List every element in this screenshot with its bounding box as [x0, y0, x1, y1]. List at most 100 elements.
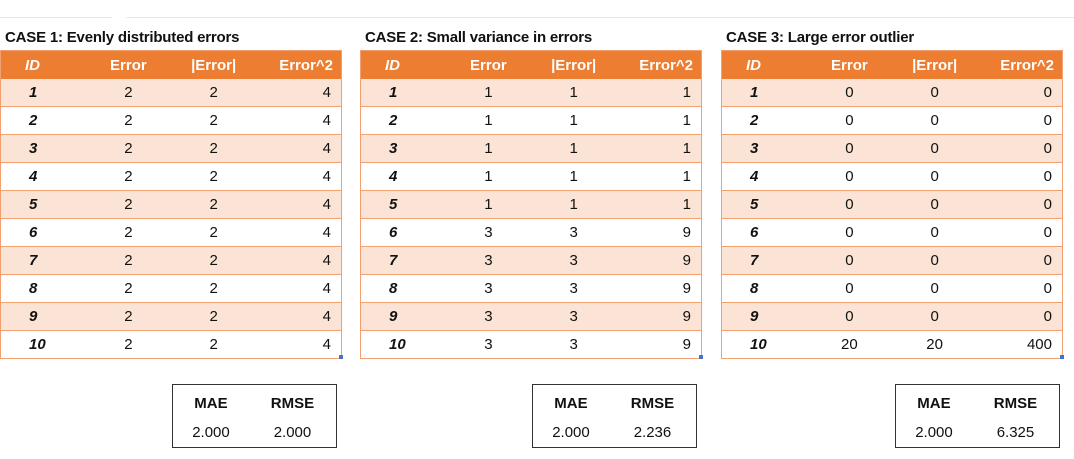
header-id[interactable]: ID — [0, 50, 86, 79]
abs-error-cell[interactable]: 2 — [171, 190, 257, 219]
id-cell[interactable]: 5 — [360, 190, 446, 219]
error-squared-cell[interactable]: 9 — [616, 218, 702, 247]
header-error[interactable]: Error — [806, 50, 892, 79]
header-error[interactable]: Error — [85, 50, 171, 79]
abs-error-cell[interactable]: 2 — [171, 162, 257, 191]
abs-error-cell[interactable]: 1 — [531, 106, 617, 135]
abs-error-cell[interactable]: 3 — [531, 274, 617, 303]
error-squared-cell[interactable]: 4 — [256, 79, 342, 107]
error-cell[interactable]: 2 — [85, 302, 171, 331]
id-cell[interactable]: 7 — [0, 246, 86, 275]
error-cell[interactable]: 2 — [85, 162, 171, 191]
error-cell[interactable]: 2 — [85, 274, 171, 303]
id-cell[interactable]: 2 — [0, 106, 86, 135]
abs-error-cell[interactable]: 0 — [892, 274, 978, 303]
error-cell[interactable]: 0 — [806, 190, 892, 219]
abs-error-cell[interactable]: 0 — [892, 79, 978, 107]
mae-value[interactable]: 2.000 — [552, 423, 590, 441]
rmse-value[interactable]: 6.325 — [996, 423, 1035, 441]
id-cell[interactable]: 10 — [360, 330, 446, 359]
abs-error-cell[interactable]: 2 — [171, 134, 257, 163]
error-squared-cell[interactable]: 9 — [616, 302, 702, 331]
error-cell[interactable]: 1 — [445, 79, 531, 107]
error-squared-cell[interactable]: 4 — [256, 190, 342, 219]
error-cell[interactable]: 2 — [85, 330, 171, 359]
abs-error-cell[interactable]: 20 — [892, 330, 978, 359]
abs-error-cell[interactable]: 3 — [531, 330, 617, 359]
abs-error-cell[interactable]: 1 — [531, 162, 617, 191]
id-cell[interactable]: 6 — [0, 218, 86, 247]
header-error-squared[interactable]: Error^2 — [977, 50, 1063, 79]
case-1-resize-handle[interactable] — [339, 355, 343, 359]
abs-error-cell[interactable]: 2 — [171, 218, 257, 247]
abs-error-cell[interactable]: 0 — [892, 302, 978, 331]
rmse-value[interactable]: 2.236 — [633, 423, 672, 441]
header-error[interactable]: Error — [445, 50, 531, 79]
error-squared-cell[interactable]: 4 — [256, 106, 342, 135]
abs-error-cell[interactable]: 0 — [892, 218, 978, 247]
abs-error-cell[interactable]: 2 — [171, 330, 257, 359]
error-cell[interactable]: 20 — [806, 330, 892, 359]
error-cell[interactable]: 2 — [85, 218, 171, 247]
id-cell[interactable]: 9 — [721, 302, 807, 331]
id-cell[interactable]: 4 — [721, 162, 807, 191]
error-cell[interactable]: 3 — [445, 330, 531, 359]
id-cell[interactable]: 2 — [360, 106, 446, 135]
id-cell[interactable]: 5 — [0, 190, 86, 219]
id-cell[interactable]: 4 — [0, 162, 86, 191]
error-cell[interactable]: 2 — [85, 190, 171, 219]
mae-value[interactable]: 2.000 — [192, 423, 230, 441]
error-cell[interactable]: 0 — [806, 218, 892, 247]
header-abs-error[interactable]: |Error| — [892, 50, 978, 79]
error-cell[interactable]: 0 — [806, 134, 892, 163]
error-cell[interactable]: 3 — [445, 246, 531, 275]
error-cell[interactable]: 0 — [806, 302, 892, 331]
error-squared-cell[interactable]: 4 — [256, 302, 342, 331]
error-squared-cell[interactable]: 1 — [616, 134, 702, 163]
error-squared-cell[interactable]: 1 — [616, 190, 702, 219]
error-cell[interactable]: 1 — [445, 106, 531, 135]
id-cell[interactable]: 6 — [721, 218, 807, 247]
error-squared-cell[interactable]: 4 — [256, 134, 342, 163]
id-cell[interactable]: 8 — [0, 274, 86, 303]
id-cell[interactable]: 10 — [0, 330, 86, 359]
id-cell[interactable]: 8 — [721, 274, 807, 303]
error-cell[interactable]: 0 — [806, 162, 892, 191]
case-3-resize-handle[interactable] — [1060, 355, 1064, 359]
mae-value[interactable]: 2.000 — [915, 423, 953, 441]
id-cell[interactable]: 6 — [360, 218, 446, 247]
error-squared-cell[interactable]: 0 — [977, 246, 1063, 275]
error-squared-cell[interactable]: 1 — [616, 106, 702, 135]
error-cell[interactable]: 3 — [445, 218, 531, 247]
error-squared-cell[interactable]: 400 — [977, 330, 1063, 359]
error-cell[interactable]: 0 — [806, 246, 892, 275]
header-error-squared[interactable]: Error^2 — [616, 50, 702, 79]
error-squared-cell[interactable]: 4 — [256, 274, 342, 303]
id-cell[interactable]: 8 — [360, 274, 446, 303]
id-cell[interactable]: 9 — [360, 302, 446, 331]
id-cell[interactable]: 7 — [360, 246, 446, 275]
id-cell[interactable]: 5 — [721, 190, 807, 219]
abs-error-cell[interactable]: 2 — [171, 79, 257, 107]
id-cell[interactable]: 3 — [360, 134, 446, 163]
error-cell[interactable]: 3 — [445, 274, 531, 303]
abs-error-cell[interactable]: 3 — [531, 246, 617, 275]
abs-error-cell[interactable]: 0 — [892, 190, 978, 219]
error-cell[interactable]: 1 — [445, 134, 531, 163]
case-2-resize-handle[interactable] — [699, 355, 703, 359]
error-squared-cell[interactable]: 0 — [977, 302, 1063, 331]
abs-error-cell[interactable]: 1 — [531, 134, 617, 163]
error-squared-cell[interactable]: 0 — [977, 79, 1063, 107]
header-abs-error[interactable]: |Error| — [531, 50, 617, 79]
abs-error-cell[interactable]: 2 — [171, 246, 257, 275]
error-squared-cell[interactable]: 0 — [977, 218, 1063, 247]
id-cell[interactable]: 7 — [721, 246, 807, 275]
abs-error-cell[interactable]: 3 — [531, 302, 617, 331]
error-squared-cell[interactable]: 0 — [977, 134, 1063, 163]
abs-error-cell[interactable]: 0 — [892, 246, 978, 275]
header-abs-error[interactable]: |Error| — [171, 50, 257, 79]
error-squared-cell[interactable]: 4 — [256, 246, 342, 275]
abs-error-cell[interactable]: 2 — [171, 302, 257, 331]
error-squared-cell[interactable]: 0 — [977, 162, 1063, 191]
